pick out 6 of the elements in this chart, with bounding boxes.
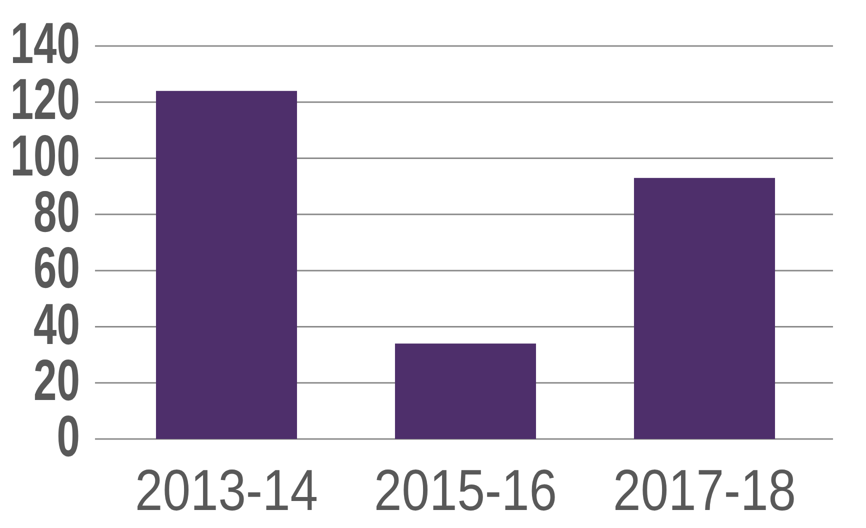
x-tick-label: 2017-18 — [612, 458, 796, 523]
bar — [156, 90, 298, 439]
x-tick-label: 2015-16 — [374, 458, 558, 523]
x-tick-label: 2013-14 — [134, 458, 318, 523]
bar — [634, 178, 776, 439]
bar — [394, 344, 536, 439]
